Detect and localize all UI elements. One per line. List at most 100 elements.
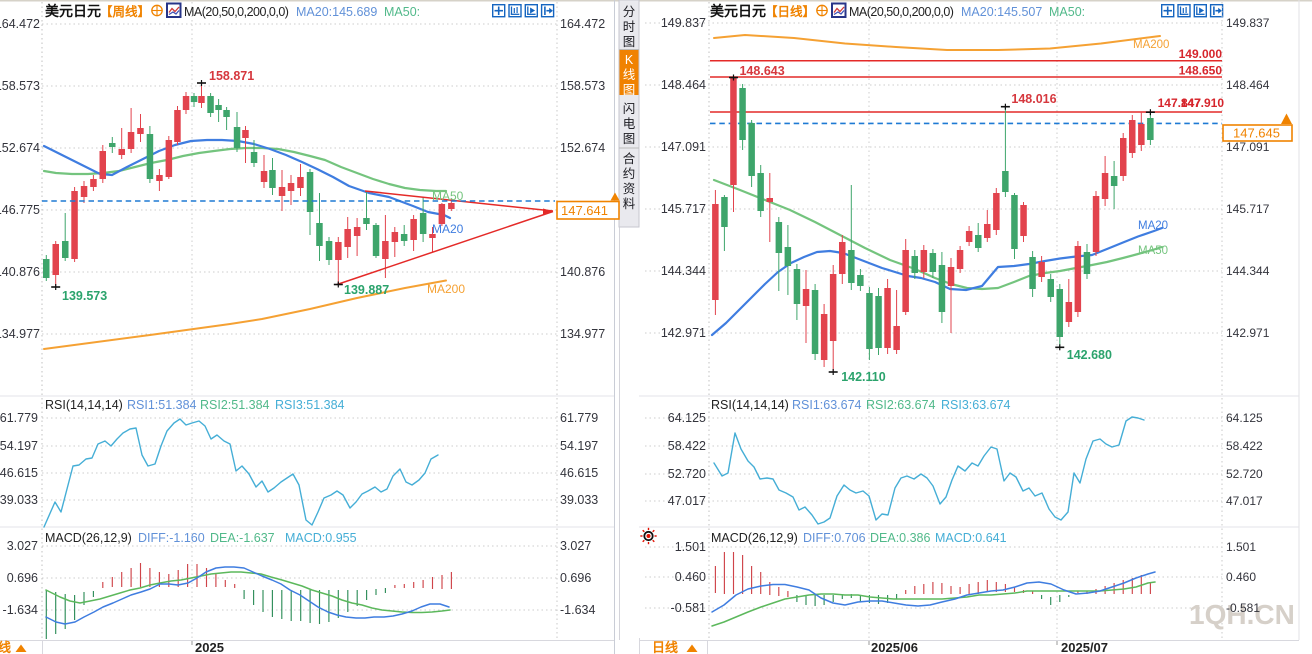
svg-text:MA50: MA50 bbox=[432, 189, 464, 203]
svg-text:MACD:0.955: MACD:0.955 bbox=[285, 531, 357, 545]
svg-text:149.837: 149.837 bbox=[1226, 16, 1270, 30]
svg-text:周线: 周线 bbox=[0, 640, 11, 654]
svg-text:148.643: 148.643 bbox=[739, 64, 784, 78]
svg-text:64.125: 64.125 bbox=[1226, 411, 1263, 425]
svg-text:MA20: MA20 bbox=[432, 222, 464, 236]
svg-text:147.910: 147.910 bbox=[1181, 96, 1225, 110]
svg-text:139.887: 139.887 bbox=[344, 283, 389, 297]
svg-text:2025: 2025 bbox=[195, 640, 224, 654]
svg-text:158.573: 158.573 bbox=[0, 79, 40, 93]
svg-text:47.017: 47.017 bbox=[1226, 494, 1263, 508]
svg-text:0.460: 0.460 bbox=[1226, 570, 1256, 584]
svg-text:142.680: 142.680 bbox=[1067, 348, 1112, 362]
svg-text:MACD(26,12,9): MACD(26,12,9) bbox=[711, 531, 798, 545]
svg-text:MA200: MA200 bbox=[1133, 39, 1169, 51]
svg-text:0.696: 0.696 bbox=[7, 571, 38, 585]
svg-text:RSI3:51.384: RSI3:51.384 bbox=[275, 398, 345, 412]
svg-text:MA(20,50,0,200,0,0): MA(20,50,0,200,0,0) bbox=[184, 5, 289, 19]
svg-text:-0.581: -0.581 bbox=[671, 601, 706, 615]
svg-text:-0.581: -0.581 bbox=[1226, 601, 1260, 615]
svg-text:61.779: 61.779 bbox=[560, 411, 598, 425]
svg-text:料: 料 bbox=[623, 197, 636, 211]
svg-text:RSI(14,14,14): RSI(14,14,14) bbox=[711, 398, 789, 412]
svg-text:RSI1:63.674: RSI1:63.674 bbox=[792, 398, 862, 412]
svg-text:144.344: 144.344 bbox=[661, 264, 706, 278]
svg-text:142.971: 142.971 bbox=[661, 326, 706, 340]
svg-text:148.464: 148.464 bbox=[1226, 78, 1270, 92]
svg-text:164.472: 164.472 bbox=[0, 17, 40, 31]
svg-text:日线: 日线 bbox=[652, 640, 678, 654]
svg-text:149.837: 149.837 bbox=[661, 16, 706, 30]
svg-text:RSI3:63.674: RSI3:63.674 bbox=[941, 398, 1011, 412]
svg-text:47.017: 47.017 bbox=[668, 494, 706, 508]
svg-text:164.472: 164.472 bbox=[560, 17, 605, 31]
svg-text:-1.634: -1.634 bbox=[560, 603, 595, 617]
svg-text:147.641: 147.641 bbox=[561, 203, 608, 218]
svg-text:-1.634: -1.634 bbox=[3, 603, 38, 617]
svg-text:134.977: 134.977 bbox=[560, 327, 605, 341]
svg-text:147.645: 147.645 bbox=[1233, 126, 1280, 141]
svg-text:39.033: 39.033 bbox=[0, 493, 38, 507]
svg-text:147.091: 147.091 bbox=[661, 140, 706, 154]
svg-text:闪: 闪 bbox=[623, 102, 636, 116]
svg-text:MA20:145.507: MA20:145.507 bbox=[961, 5, 1042, 19]
svg-text:RSI(14,14,14): RSI(14,14,14) bbox=[45, 398, 123, 412]
svg-text:54.197: 54.197 bbox=[560, 439, 598, 453]
svg-text:图: 图 bbox=[623, 132, 636, 146]
svg-text:1.501: 1.501 bbox=[675, 540, 706, 554]
svg-text:RSI1:51.384: RSI1:51.384 bbox=[127, 398, 197, 412]
svg-text:MACD:0.641: MACD:0.641 bbox=[935, 531, 1007, 545]
svg-text:134.977: 134.977 bbox=[0, 327, 40, 341]
svg-text:MA20: MA20 bbox=[1138, 220, 1168, 232]
svg-text:140.876: 140.876 bbox=[560, 265, 605, 279]
svg-text:美元日元: 美元日元 bbox=[710, 3, 766, 19]
svg-text:58.422: 58.422 bbox=[1226, 439, 1263, 453]
svg-text:线: 线 bbox=[623, 68, 636, 82]
svg-text:148.016: 148.016 bbox=[1011, 92, 1056, 106]
svg-text:145.717: 145.717 bbox=[661, 202, 706, 216]
svg-text:MA50: MA50 bbox=[1138, 245, 1168, 257]
svg-text:美元日元: 美元日元 bbox=[45, 3, 101, 19]
svg-text:RSI2:51.384: RSI2:51.384 bbox=[200, 398, 270, 412]
svg-text:146.775: 146.775 bbox=[0, 203, 40, 217]
svg-text:时: 时 bbox=[623, 20, 636, 34]
svg-text:DEA:0.386: DEA:0.386 bbox=[870, 531, 931, 545]
svg-text:DIFF:0.706: DIFF:0.706 bbox=[803, 531, 866, 545]
svg-text:资: 资 bbox=[623, 182, 636, 196]
svg-text:约: 约 bbox=[623, 166, 636, 181]
svg-text:MA50:: MA50: bbox=[1049, 5, 1085, 19]
svg-text:142.110: 142.110 bbox=[841, 370, 886, 384]
svg-text:分: 分 bbox=[623, 5, 636, 19]
svg-text:K: K bbox=[625, 53, 634, 67]
svg-text:MA50:: MA50: bbox=[384, 5, 420, 19]
svg-text:DEA:-1.637: DEA:-1.637 bbox=[210, 531, 275, 545]
svg-text:145.717: 145.717 bbox=[1226, 202, 1270, 216]
svg-text:52.720: 52.720 bbox=[1226, 467, 1263, 481]
svg-text:64.125: 64.125 bbox=[668, 411, 706, 425]
svg-text:MA200: MA200 bbox=[427, 282, 465, 296]
svg-text:58.422: 58.422 bbox=[668, 439, 706, 453]
svg-text:RSI2:63.674: RSI2:63.674 bbox=[866, 398, 936, 412]
svg-text:【周线】: 【周线】 bbox=[100, 4, 150, 19]
svg-text:139.573: 139.573 bbox=[62, 289, 107, 303]
svg-text:0.696: 0.696 bbox=[560, 571, 591, 585]
svg-text:142.971: 142.971 bbox=[1226, 326, 1270, 340]
svg-text:2025/07: 2025/07 bbox=[1061, 640, 1108, 654]
svg-text:2025/06: 2025/06 bbox=[871, 640, 918, 654]
svg-text:3.027: 3.027 bbox=[560, 539, 591, 553]
svg-text:148.650: 148.650 bbox=[1179, 64, 1223, 78]
svg-text:MA20:145.689: MA20:145.689 bbox=[296, 5, 377, 19]
svg-text:MA(20,50,0,200,0,0): MA(20,50,0,200,0,0) bbox=[849, 5, 954, 19]
svg-text:149.000: 149.000 bbox=[1179, 47, 1223, 61]
svg-text:147.091: 147.091 bbox=[1226, 140, 1270, 154]
svg-text:147.847: 147.847 bbox=[1158, 96, 1202, 110]
svg-text:158.573: 158.573 bbox=[560, 79, 605, 93]
svg-text:54.197: 54.197 bbox=[0, 439, 38, 453]
svg-text:158.871: 158.871 bbox=[209, 69, 254, 83]
svg-text:52.720: 52.720 bbox=[668, 467, 706, 481]
svg-text:152.674: 152.674 bbox=[0, 141, 40, 155]
svg-text:144.344: 144.344 bbox=[1226, 264, 1270, 278]
svg-text:图: 图 bbox=[623, 35, 636, 49]
svg-text:46.615: 46.615 bbox=[0, 466, 38, 480]
svg-text:39.033: 39.033 bbox=[560, 493, 598, 507]
